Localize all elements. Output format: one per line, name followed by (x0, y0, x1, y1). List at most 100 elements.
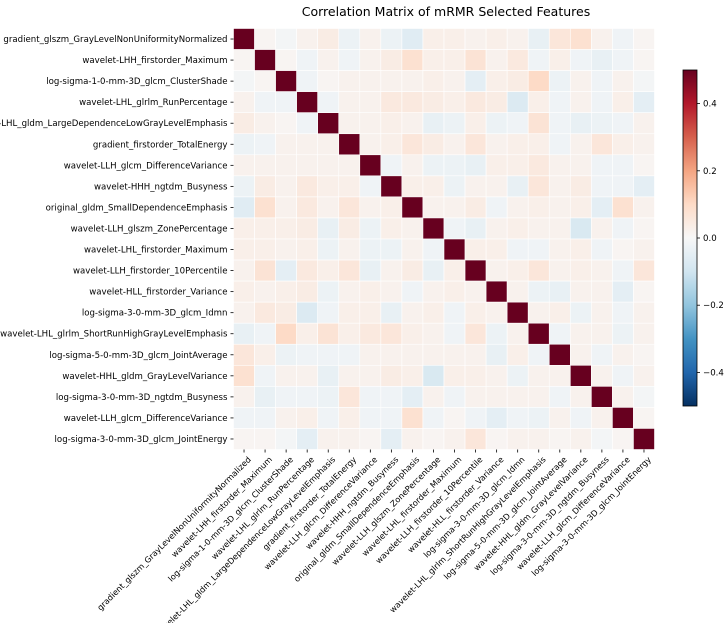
heatmap-cell-13-6 (359, 301, 382, 324)
heatmap-cell-3-8 (401, 91, 424, 114)
heatmap-cell-1-0 (233, 49, 255, 71)
heatmap-cell-14-19 (633, 322, 655, 345)
y-tick-label: log-sigma-3-0-mm-3D_glcm_JointEnergy (55, 435, 228, 445)
heatmap-cell-6-5 (338, 154, 361, 177)
heatmap-cell-8-8 (401, 196, 424, 219)
heatmap-cell-6-11 (464, 154, 487, 177)
heatmap-cell-1-15 (548, 49, 571, 71)
heatmap-cell-16-18 (612, 364, 634, 387)
y-tick-label: wavelet-LHL_gldm_LargeDependenceLowGrayL… (0, 119, 228, 129)
heatmap-cell-6-19 (633, 154, 655, 177)
heatmap-cell-14-5 (338, 322, 361, 345)
heatmap-cell-13-13 (506, 301, 529, 324)
heatmap-cell-6-13 (506, 154, 529, 177)
heatmap-cell-5-19 (633, 133, 655, 156)
heatmap-cell-2-8 (401, 70, 424, 92)
heatmap-cell-0-4 (317, 28, 340, 50)
heatmap-cell-13-2 (275, 301, 297, 324)
heatmap-cell-9-15 (548, 217, 571, 240)
heatmap-cell-17-10 (443, 386, 466, 408)
heatmap-cell-11-12 (485, 259, 508, 282)
heatmap-cell-5-0 (233, 133, 255, 156)
y-tick-label: wavelet-LHL_glrlm_ShortRunHighGrayLevelE… (0, 330, 228, 340)
heatmap-cell-8-0 (233, 196, 255, 219)
heatmap-cell-9-3 (296, 217, 318, 240)
y-tick-label: wavelet-LLH_glcm_DifferenceVariance (64, 161, 228, 171)
heatmap-cell-13-18 (612, 301, 634, 324)
heatmap-cell-4-9 (422, 112, 445, 135)
y-tick-label: wavelet-LLH_firstorder_10Percentile (73, 267, 228, 277)
heatmap-cell-16-7 (380, 364, 403, 387)
heatmap-cell-19-9 (422, 428, 445, 450)
heatmap-cell-3-13 (506, 91, 529, 114)
heatmap-cell-9-2 (275, 217, 297, 240)
heatmap-cell-8-18 (612, 196, 634, 219)
heatmap-cell-0-13 (506, 28, 529, 50)
heatmap-cell-2-10 (443, 70, 466, 92)
heatmap-cell-8-3 (296, 196, 318, 219)
heatmap-cell-11-13 (506, 259, 529, 282)
heatmap-cell-16-0 (233, 364, 255, 387)
heatmap-cell-18-8 (401, 407, 424, 429)
heatmap-cell-12-7 (380, 280, 403, 303)
heatmap-cell-8-17 (591, 196, 613, 219)
heatmap-cell-0-16 (569, 28, 592, 50)
heatmap-cell-19-5 (338, 428, 361, 450)
heatmap-cell-17-12 (485, 386, 508, 408)
heatmap-cell-7-13 (506, 175, 529, 198)
heatmap-cell-18-3 (296, 407, 318, 429)
heatmap-cell-14-8 (401, 322, 424, 345)
heatmap-cell-18-17 (591, 407, 613, 429)
heatmap-cell-10-11 (464, 238, 487, 261)
heatmap-cell-18-16 (569, 407, 592, 429)
heatmap-cell-1-10 (443, 49, 466, 71)
heatmap-cell-10-6 (359, 238, 382, 261)
heatmap-cell-0-5 (338, 28, 361, 50)
heatmap-cell-13-16 (569, 301, 592, 324)
colorbar: 0.4 0.2 0.0 −0.2 −0.4 (682, 69, 724, 407)
heatmap-cell-4-8 (401, 112, 424, 135)
heatmap-cell-15-6 (359, 343, 382, 366)
heatmap-cell-19-18 (612, 428, 634, 450)
colorbar-tick-label: 0.0 (703, 234, 717, 244)
y-tick-label: wavelet-LHL_glrlm_RunPercentage (79, 98, 227, 108)
heatmap-cell-18-4 (317, 407, 340, 429)
heatmap-cell-18-9 (422, 407, 445, 429)
y-tick-labels: gradient_glszm_GrayLevelNonUniformityNor… (0, 35, 234, 445)
heatmap-cell-14-14 (527, 322, 550, 345)
heatmap-cell-10-7 (380, 238, 403, 261)
heatmap-cell-18-7 (380, 407, 403, 429)
heatmap-cell-5-7 (380, 133, 403, 156)
heatmap-cell-3-3 (296, 91, 318, 114)
heatmap-cell-6-1 (254, 154, 276, 177)
heatmap-cell-0-1 (254, 28, 276, 50)
heatmap-cell-13-7 (380, 301, 403, 324)
heatmap-cell-12-2 (275, 280, 297, 303)
heatmap-cell-3-5 (338, 91, 361, 114)
heatmap-cell-3-12 (485, 91, 508, 114)
heatmap-cell-12-14 (527, 280, 550, 303)
heatmap-cell-8-19 (633, 196, 655, 219)
heatmap-cell-9-4 (317, 217, 340, 240)
heatmap-cell-15-16 (569, 343, 592, 366)
heatmap-cell-3-16 (569, 91, 592, 114)
heatmap-cell-14-2 (275, 322, 297, 345)
heatmap-cell-8-15 (548, 196, 571, 219)
y-tick-label: wavelet-LLH_glszm_ZonePercentage (71, 224, 228, 234)
heatmap-cell-19-8 (401, 428, 424, 450)
heatmap-cell-7-11 (464, 175, 487, 198)
heatmap-cell-7-14 (527, 175, 550, 198)
heatmap-cell-10-13 (506, 238, 529, 261)
heatmap-cell-14-7 (380, 322, 403, 345)
heatmap-cell-12-11 (464, 280, 487, 303)
heatmap-cell-12-1 (254, 280, 276, 303)
heatmap-cell-7-16 (569, 175, 592, 198)
heatmap-cell-10-12 (485, 238, 508, 261)
heatmap-cell-17-3 (296, 386, 318, 408)
heatmap-cell-8-5 (338, 196, 361, 219)
heatmap-cell-8-6 (359, 196, 382, 219)
heatmap-cell-12-19 (633, 280, 655, 303)
heatmap-cell-1-4 (317, 49, 340, 71)
heatmap-cell-9-5 (338, 217, 361, 240)
heatmap-cell-0-18 (612, 28, 634, 50)
